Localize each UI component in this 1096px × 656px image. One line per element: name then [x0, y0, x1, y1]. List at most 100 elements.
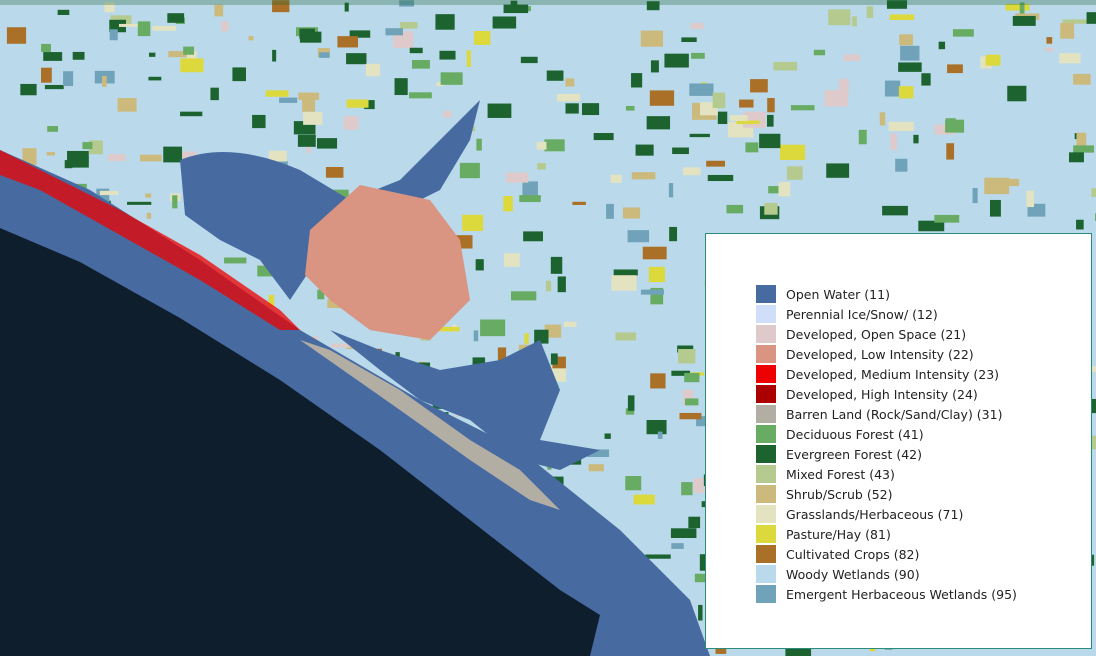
land-patch — [523, 231, 543, 242]
land-patch — [895, 158, 908, 172]
legend-item: Developed, Medium Intensity (23) — [756, 364, 999, 384]
legend-swatch — [756, 385, 776, 403]
city-development — [305, 185, 470, 340]
legend-swatch — [756, 305, 776, 323]
land-patch — [546, 70, 564, 81]
land-patch — [689, 83, 714, 96]
land-patch — [671, 543, 684, 549]
land-patch — [146, 212, 152, 219]
land-patch — [1046, 37, 1053, 44]
legend-swatch — [756, 285, 776, 303]
land-patch — [522, 181, 538, 197]
land-patch — [610, 174, 622, 183]
legend-swatch — [756, 485, 776, 503]
land-patch — [385, 28, 403, 36]
land-patch — [1076, 219, 1084, 230]
land-patch — [63, 71, 74, 87]
legend-label: Mixed Forest (43) — [786, 466, 895, 482]
land-patch — [694, 573, 713, 583]
land-patch — [145, 193, 152, 198]
land-patch — [1086, 12, 1096, 24]
land-patch — [739, 99, 754, 108]
legend-swatch — [756, 405, 776, 423]
land-patch — [248, 36, 254, 41]
land-patch — [625, 408, 635, 415]
land-patch — [972, 187, 978, 204]
land-patch — [439, 326, 460, 332]
land-patch — [137, 21, 151, 37]
land-patch — [183, 46, 195, 55]
land-patch — [534, 329, 549, 344]
land-patch — [22, 148, 37, 165]
land-patch — [563, 321, 577, 327]
legend-item: Cultivated Crops (82) — [756, 544, 919, 564]
land-patch — [681, 482, 693, 496]
land-patch — [41, 67, 52, 83]
land-patch — [646, 1, 660, 11]
land-patch — [82, 142, 93, 150]
land-patch — [565, 103, 579, 114]
land-patch — [168, 51, 195, 58]
land-patch — [344, 2, 349, 12]
land-patch — [510, 0, 518, 5]
land-patch — [882, 205, 908, 216]
land-patch — [989, 199, 1001, 217]
deep-ocean — [0, 228, 600, 656]
land-patch — [773, 61, 798, 71]
land-patch — [47, 126, 59, 132]
legend-label: Pasture/Hay (81) — [786, 526, 891, 542]
coastal-development — [0, 150, 300, 330]
land-patch — [503, 253, 520, 267]
land-patch — [729, 115, 748, 122]
land-patch — [890, 133, 897, 151]
land-patch — [492, 16, 517, 29]
land-patch — [934, 124, 955, 135]
land-patch — [921, 73, 931, 86]
land-patch — [726, 204, 744, 214]
land-patch — [349, 30, 371, 38]
land-patch — [436, 82, 444, 87]
land-patch — [640, 30, 664, 47]
land-patch — [650, 373, 666, 389]
land-patch — [435, 14, 455, 30]
land-patch — [299, 31, 322, 43]
land-patch — [898, 62, 922, 72]
legend-item: Pasture/Hay (81) — [756, 524, 891, 544]
land-patch — [480, 319, 506, 337]
land-patch — [1019, 2, 1025, 14]
land-patch — [1059, 53, 1081, 64]
land-patch — [544, 139, 565, 152]
land-patch — [459, 162, 480, 179]
land-patch — [64, 160, 73, 169]
legend-swatch — [756, 445, 776, 463]
legend-label: Woody Wetlands (90) — [786, 566, 920, 582]
land-patch — [633, 494, 655, 505]
land-patch — [684, 398, 699, 406]
land-patch — [838, 78, 849, 95]
land-patch — [297, 134, 316, 147]
land-patch — [1045, 47, 1054, 52]
land-patch — [650, 60, 659, 73]
land-patch — [615, 332, 637, 341]
legend-item: Grasslands/Herbaceous (71) — [756, 504, 963, 524]
land-patch — [109, 29, 118, 41]
land-patch — [550, 256, 563, 274]
land-patch — [6, 27, 27, 44]
land-patch — [952, 29, 974, 37]
legend-item: Developed, Low Intensity (22) — [756, 344, 974, 364]
legend-label: Grasslands/Herbaceous (71) — [786, 506, 964, 522]
land-patch — [646, 116, 671, 130]
land-patch — [343, 116, 359, 130]
legend-swatch — [756, 325, 776, 343]
land-patch — [272, 0, 290, 13]
east-bay — [330, 330, 600, 470]
land-patch — [627, 230, 650, 243]
land-patch — [148, 76, 162, 81]
land-patch — [565, 78, 575, 87]
land-patch — [671, 370, 690, 376]
land-patch — [790, 105, 815, 111]
land-patch — [690, 22, 704, 29]
top-edge — [0, 0, 1096, 5]
land-patch — [475, 259, 484, 271]
land-patch — [625, 476, 642, 491]
